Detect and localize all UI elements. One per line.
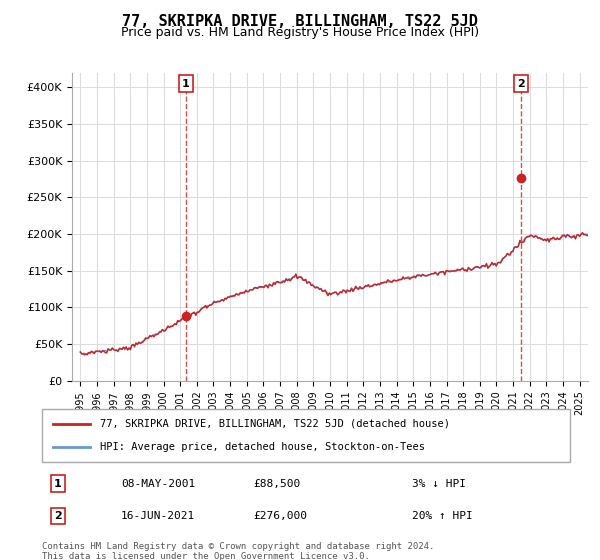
- Text: Price paid vs. HM Land Registry's House Price Index (HPI): Price paid vs. HM Land Registry's House …: [121, 26, 479, 39]
- Text: 3% ↓ HPI: 3% ↓ HPI: [412, 479, 466, 489]
- Text: 08-MAY-2001: 08-MAY-2001: [121, 479, 196, 489]
- Text: HPI: Average price, detached house, Stockton-on-Tees: HPI: Average price, detached house, Stoc…: [100, 442, 425, 452]
- Text: Contains HM Land Registry data © Crown copyright and database right 2024.
This d: Contains HM Land Registry data © Crown c…: [42, 542, 434, 560]
- Text: 16-JUN-2021: 16-JUN-2021: [121, 511, 196, 521]
- Text: 77, SKRIPKA DRIVE, BILLINGHAM, TS22 5JD (detached house): 77, SKRIPKA DRIVE, BILLINGHAM, TS22 5JD …: [100, 419, 450, 429]
- FancyBboxPatch shape: [42, 409, 570, 462]
- Text: 77, SKRIPKA DRIVE, BILLINGHAM, TS22 5JD: 77, SKRIPKA DRIVE, BILLINGHAM, TS22 5JD: [122, 14, 478, 29]
- Text: 1: 1: [54, 479, 62, 489]
- Text: £88,500: £88,500: [253, 479, 301, 489]
- Text: 20% ↑ HPI: 20% ↑ HPI: [412, 511, 472, 521]
- Text: 2: 2: [54, 511, 62, 521]
- Text: 1: 1: [182, 79, 190, 89]
- Text: 2: 2: [517, 79, 524, 89]
- Text: £276,000: £276,000: [253, 511, 307, 521]
